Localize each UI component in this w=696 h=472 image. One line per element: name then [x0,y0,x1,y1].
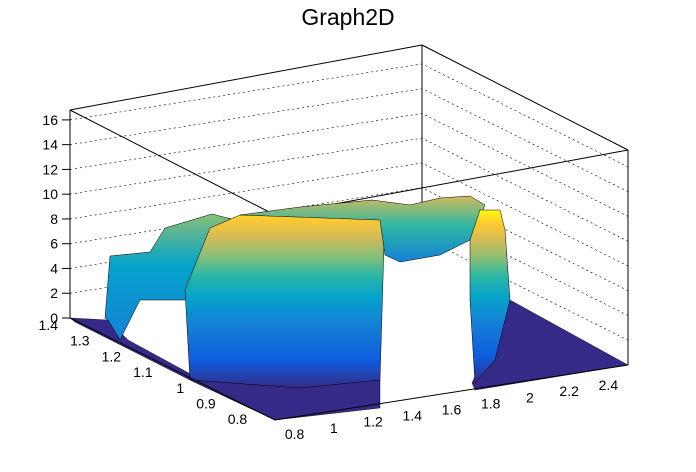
z-grid-line [69,63,629,168]
z-axis-ticks: 0 2 4 6 8 10 12 14 16 [42,112,70,326]
z-tick-label: 12 [42,161,58,177]
z-tick-label: 8 [50,211,58,227]
x-tick-label: 0.8 [285,426,305,442]
y-tick-label: 1.2 [102,348,122,364]
z-tick-label: 14 [42,137,58,153]
z-grid-line [69,137,629,242]
z-grid-line [69,187,629,291]
surface-center-wall [184,204,386,389]
z-tick-label: 4 [50,260,58,276]
x-tick-label: 2.2 [559,383,579,399]
x-tick-label: 1.6 [442,402,462,418]
x-axis-ticks: 0.8 1 1.2 1.4 1.6 1.8 2 2.2 2.4 [285,377,618,442]
y-tick-label: 1.3 [70,333,90,349]
axis-lines [69,317,629,421]
y-tick-label: 1.1 [133,364,153,380]
y-tick-label: 0.9 [196,395,216,411]
z-tick-label: 2 [50,285,58,301]
x-tick-label: 1.4 [403,408,423,424]
x-tick-label: 2 [526,389,534,405]
chart-title: Graph2D [301,4,395,30]
z-tick-label: 10 [42,186,58,202]
x-tick-label: 1 [330,420,338,436]
y-tick-label: 0.8 [228,411,248,427]
z-tick-label: 16 [42,112,58,128]
y-tick-label: 1 [176,380,184,396]
z-grid-line [69,162,629,267]
y-axis-ticks: 0.8 0.9 1 1.1 1.2 1.3 1.4 [39,317,248,427]
surface-mesh [104,195,511,389]
surface-back-ridge [239,195,486,263]
x-tick-label: 1.2 [363,414,383,430]
z-tick-label: 0 [50,310,58,326]
z-grid-line [69,88,629,192]
surface-right-block [469,209,511,384]
y-tick-label: 1.4 [39,317,59,333]
z-grid-line [69,113,629,217]
x-tick-label: 1.8 [481,395,501,411]
x-tick-label: 2.4 [599,377,619,393]
z-tick-label: 6 [50,236,58,252]
